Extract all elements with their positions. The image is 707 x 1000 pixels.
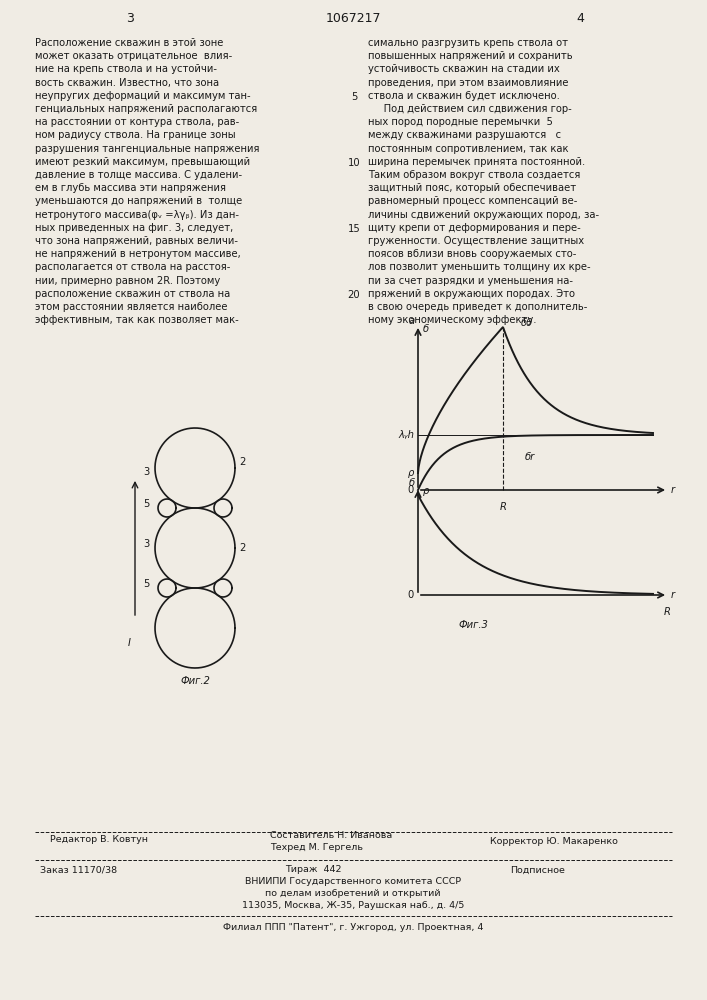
- Text: Корректор Ю. Макаренко: Корректор Ю. Макаренко: [490, 836, 618, 846]
- Text: 5: 5: [144, 579, 150, 589]
- Text: Расположение скважин в этой зоне: Расположение скважин в этой зоне: [35, 38, 223, 48]
- Text: что зона напряжений, равных величи-: что зона напряжений, равных величи-: [35, 236, 238, 246]
- Text: защитный пояс, который обеспечивает: защитный пояс, который обеспечивает: [368, 183, 576, 193]
- Text: ρ: ρ: [408, 468, 414, 478]
- Text: λᵧh: λᵧh: [398, 430, 414, 440]
- Text: Заказ 11170/38: Заказ 11170/38: [40, 865, 117, 874]
- Text: Фиг.3: Фиг.3: [458, 620, 488, 630]
- Text: Таким образом вокруг ствола создается: Таким образом вокруг ствола создается: [368, 170, 580, 180]
- Text: Филиал ППП "Патент", г. Ужгород, ул. Проектная, 4: Филиал ППП "Патент", г. Ужгород, ул. Про…: [223, 924, 483, 932]
- Text: эффективным, так как позволяет мак-: эффективным, так как позволяет мак-: [35, 315, 239, 325]
- Text: r: r: [671, 590, 675, 600]
- Text: ному экономическому эффекту.: ному экономическому эффекту.: [368, 315, 537, 325]
- Text: ных приведенных на фиг. 3, следует,: ных приведенных на фиг. 3, следует,: [35, 223, 233, 233]
- Text: 3: 3: [126, 11, 134, 24]
- Text: ном радиусу ствола. На границе зоны: ном радиусу ствола. На границе зоны: [35, 130, 235, 140]
- Text: Подписное: Подписное: [510, 865, 565, 874]
- Polygon shape: [155, 588, 235, 668]
- Text: поясов вблизи вновь сооружаемых сто-: поясов вблизи вновь сооружаемых сто-: [368, 249, 576, 259]
- Text: R: R: [663, 607, 670, 617]
- Text: расположение скважин от ствола на: расположение скважин от ствола на: [35, 289, 230, 299]
- Text: 20: 20: [348, 290, 361, 300]
- Text: ных пород породные перемычки  5: ных пород породные перемычки 5: [368, 117, 553, 127]
- Text: имеют резкий максимум, превышающий: имеют резкий максимум, превышающий: [35, 157, 250, 167]
- Text: Тираж  442: Тираж 442: [285, 865, 341, 874]
- Text: бr: бr: [525, 452, 535, 462]
- Text: 3: 3: [144, 467, 150, 477]
- Text: проведения, при этом взаимовлияние: проведения, при этом взаимовлияние: [368, 78, 568, 88]
- Text: I: I: [127, 638, 131, 648]
- Text: повышенных напряжений и сохранить: повышенных напряжений и сохранить: [368, 51, 573, 61]
- Text: 2: 2: [239, 457, 245, 467]
- Text: лов позволит уменьшить толщину их кре-: лов позволит уменьшить толщину их кре-: [368, 262, 590, 272]
- Text: 113035, Москва, Ж-35, Раушская наб., д. 4/5: 113035, Москва, Ж-35, Раушская наб., д. …: [242, 902, 464, 910]
- Text: постоянным сопротивлением, так как: постоянным сопротивлением, так как: [368, 144, 568, 154]
- Polygon shape: [155, 508, 235, 588]
- Text: в свою очередь приведет к дополнитель-: в свою очередь приведет к дополнитель-: [368, 302, 588, 312]
- Text: 10: 10: [348, 158, 361, 168]
- Text: личины сдвижений окружающих пород, за-: личины сдвижений окружающих пород, за-: [368, 210, 599, 220]
- Text: неупругих деформаций и максимум тан-: неупругих деформаций и максимум тан-: [35, 91, 250, 101]
- Text: 3: 3: [144, 539, 150, 549]
- Text: по делам изобретений и открытий: по делам изобретений и открытий: [265, 890, 440, 898]
- Text: ширина перемычек принята постоянной.: ширина перемычек принята постоянной.: [368, 157, 585, 167]
- Polygon shape: [214, 579, 232, 597]
- Text: на расстоянии от контура ствола, рав-: на расстоянии от контура ствола, рав-: [35, 117, 239, 127]
- Text: пряжений в окружающих породах. Это: пряжений в окружающих породах. Это: [368, 289, 575, 299]
- Text: щиту крепи от деформирования и пере-: щиту крепи от деформирования и пере-: [368, 223, 580, 233]
- Text: б: б: [423, 324, 429, 334]
- Text: уменьшаются до напряжений в  толще: уменьшаются до напряжений в толще: [35, 196, 243, 206]
- Text: б: б: [409, 478, 415, 488]
- Text: 4: 4: [576, 11, 584, 24]
- Text: ствола и скважин будет исключено.: ствола и скважин будет исключено.: [368, 91, 560, 101]
- Text: R: R: [500, 502, 506, 512]
- Text: равномерный процесс компенсаций ве-: равномерный процесс компенсаций ве-: [368, 196, 578, 206]
- Text: Составитель Н. Иванова: Составитель Н. Иванова: [270, 830, 392, 840]
- Text: нетронутого массива(φᵥ =λγᵦ). Из дан-: нетронутого массива(φᵥ =λγᵦ). Из дан-: [35, 210, 239, 220]
- Text: Фиг.2: Фиг.2: [180, 676, 210, 686]
- Text: Техред М. Гергель: Техред М. Гергель: [270, 844, 363, 852]
- Text: 5: 5: [144, 499, 150, 509]
- Text: генциальных напряжений располагаются: генциальных напряжений располагаются: [35, 104, 257, 114]
- Text: вость скважин. Известно, что зона: вость скважин. Известно, что зона: [35, 78, 219, 88]
- Text: 0: 0: [408, 590, 414, 600]
- Text: r: r: [671, 485, 675, 495]
- Text: a: a: [409, 316, 415, 326]
- Text: 5: 5: [351, 92, 357, 102]
- Polygon shape: [155, 428, 235, 508]
- Text: может оказать отрицательное  влия-: может оказать отрицательное влия-: [35, 51, 233, 61]
- Text: ВНИИПИ Государственного комитета СССР: ВНИИПИ Государственного комитета СССР: [245, 878, 461, 886]
- Text: устойчивость скважин на стадии их: устойчивость скважин на стадии их: [368, 64, 560, 74]
- Text: Под действием сил сдвижения гор-: Под действием сил сдвижения гор-: [368, 104, 572, 114]
- Text: пи за счет разрядки и уменьшения на-: пи за счет разрядки и уменьшения на-: [368, 276, 573, 286]
- Text: бθ: бθ: [521, 318, 533, 328]
- Text: этом расстоянии является наиболее: этом расстоянии является наиболее: [35, 302, 228, 312]
- Text: между скважинами разрушаются   с: между скважинами разрушаются с: [368, 130, 561, 140]
- Text: нии, примерно равном 2R. Поэтому: нии, примерно равном 2R. Поэтому: [35, 276, 221, 286]
- Text: ние на крепь ствола и на устойчи-: ние на крепь ствола и на устойчи-: [35, 64, 217, 74]
- Text: ρ: ρ: [423, 486, 429, 496]
- Text: 2: 2: [239, 543, 245, 553]
- Text: разрушения тангенциальные напряжения: разрушения тангенциальные напряжения: [35, 144, 259, 154]
- Polygon shape: [214, 499, 232, 517]
- Text: 15: 15: [348, 224, 361, 234]
- Text: давление в толще массива. С удалени-: давление в толще массива. С удалени-: [35, 170, 242, 180]
- Text: располагается от ствола на расстоя-: располагается от ствола на расстоя-: [35, 262, 230, 272]
- Text: 1067217: 1067217: [325, 11, 381, 24]
- Text: 0: 0: [408, 485, 414, 495]
- Text: ем в глубь массива эти напряжения: ем в глубь массива эти напряжения: [35, 183, 226, 193]
- Text: Редактор В. Ковтун: Редактор В. Ковтун: [50, 836, 148, 844]
- Polygon shape: [158, 499, 176, 517]
- Text: симально разгрузить крепь ствола от: симально разгрузить крепь ствола от: [368, 38, 568, 48]
- Polygon shape: [158, 579, 176, 597]
- Text: груженности. Осуществление защитных: груженности. Осуществление защитных: [368, 236, 584, 246]
- Text: не напряжений в нетронутом массиве,: не напряжений в нетронутом массиве,: [35, 249, 241, 259]
